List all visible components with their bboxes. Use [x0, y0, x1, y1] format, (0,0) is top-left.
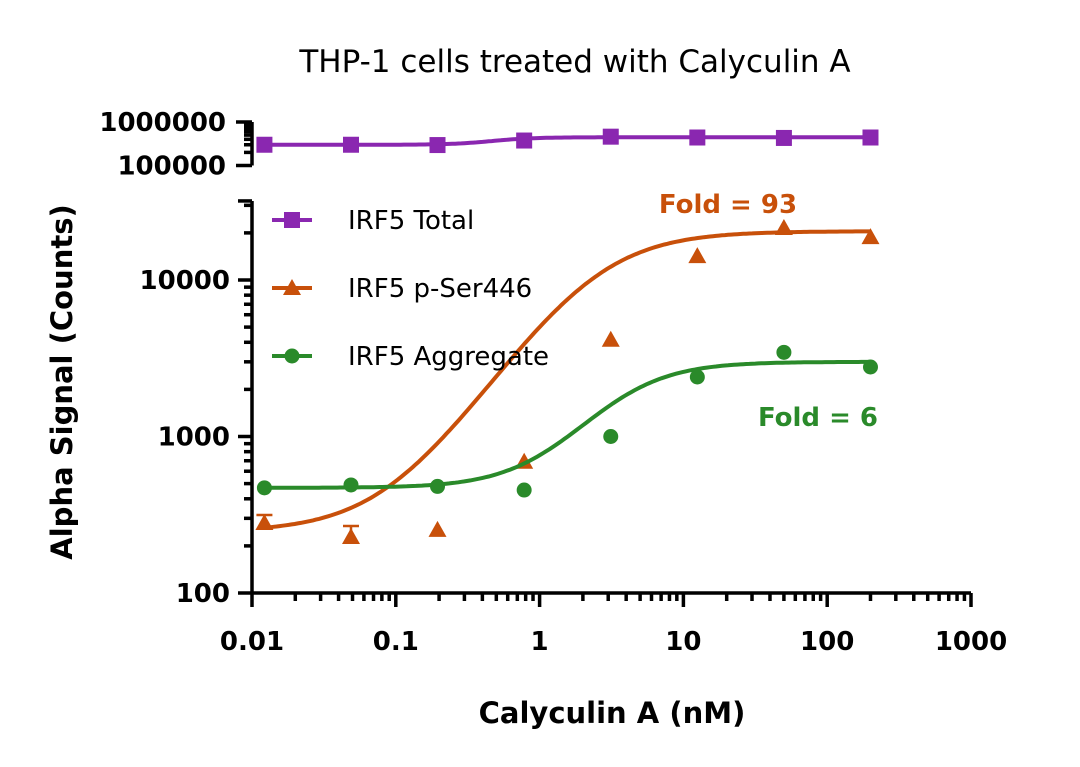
axes: 0.01 0.1 1 10 100 1000 100 1000 10000 100000 10000… — [99, 108, 1007, 657]
legend-label: IRF5 Total — [348, 206, 474, 236]
data-point — [601, 330, 620, 347]
fit-curve-1 — [264, 229, 871, 530]
legend-label: IRF5 Aggregate — [348, 342, 549, 372]
annotation-fold-93: Fold = 93 — [659, 190, 797, 220]
x-tick-label: 1000 — [935, 627, 1007, 657]
chart-title: THP-1 cells treated with Calyculin A — [298, 44, 850, 80]
fit-curve-2 — [264, 359, 871, 490]
legend-marker — [283, 279, 301, 295]
data-point — [689, 369, 705, 385]
data-point — [774, 218, 793, 235]
x-tick-label: 1 — [531, 627, 549, 657]
data-point — [343, 477, 359, 493]
y-tick-label: 10000 — [140, 266, 230, 296]
upper-y-tick-label: 1000000 — [99, 108, 226, 138]
annotation-fold-6: Fold = 6 — [758, 403, 878, 433]
data-point — [776, 344, 792, 360]
data-point — [689, 129, 706, 146]
x-axis-label: Calyculin A (nM) — [479, 696, 746, 730]
data-point — [602, 128, 619, 145]
x-tick-label: 10 — [665, 627, 701, 657]
data-point — [256, 136, 273, 153]
fit-curve-0 — [264, 135, 871, 147]
x-tick-label: 100 — [800, 627, 854, 657]
x-tick-label: 0.1 — [373, 627, 419, 657]
data-point — [428, 520, 447, 537]
data-point — [341, 527, 360, 544]
y-tick-label: 1000 — [158, 423, 230, 453]
data-point — [603, 429, 619, 444]
legend-marker — [284, 348, 300, 364]
data-point — [861, 228, 880, 245]
data-point — [430, 478, 446, 494]
legend: IRF5 Total IRF5 p-Ser446 IRF5 Aggregate — [272, 206, 549, 372]
data-point — [862, 359, 878, 375]
data-point — [775, 129, 792, 146]
data-marks — [255, 128, 880, 544]
y-axis-label: Alpha Signal (Counts) — [45, 204, 79, 559]
data-point — [429, 137, 446, 154]
data-point — [256, 480, 272, 496]
data-point — [255, 514, 274, 531]
data-point — [516, 482, 532, 498]
data-point — [342, 136, 359, 153]
data-point — [688, 247, 707, 264]
x-tick-label: 0.01 — [220, 627, 284, 657]
legend-marker — [284, 212, 300, 228]
y-tick-label: 100 — [176, 579, 230, 609]
legend-label: IRF5 p-Ser446 — [348, 274, 532, 304]
data-point — [516, 132, 533, 149]
upper-y-tick-label: 100000 — [117, 152, 226, 182]
data-point — [862, 129, 879, 146]
